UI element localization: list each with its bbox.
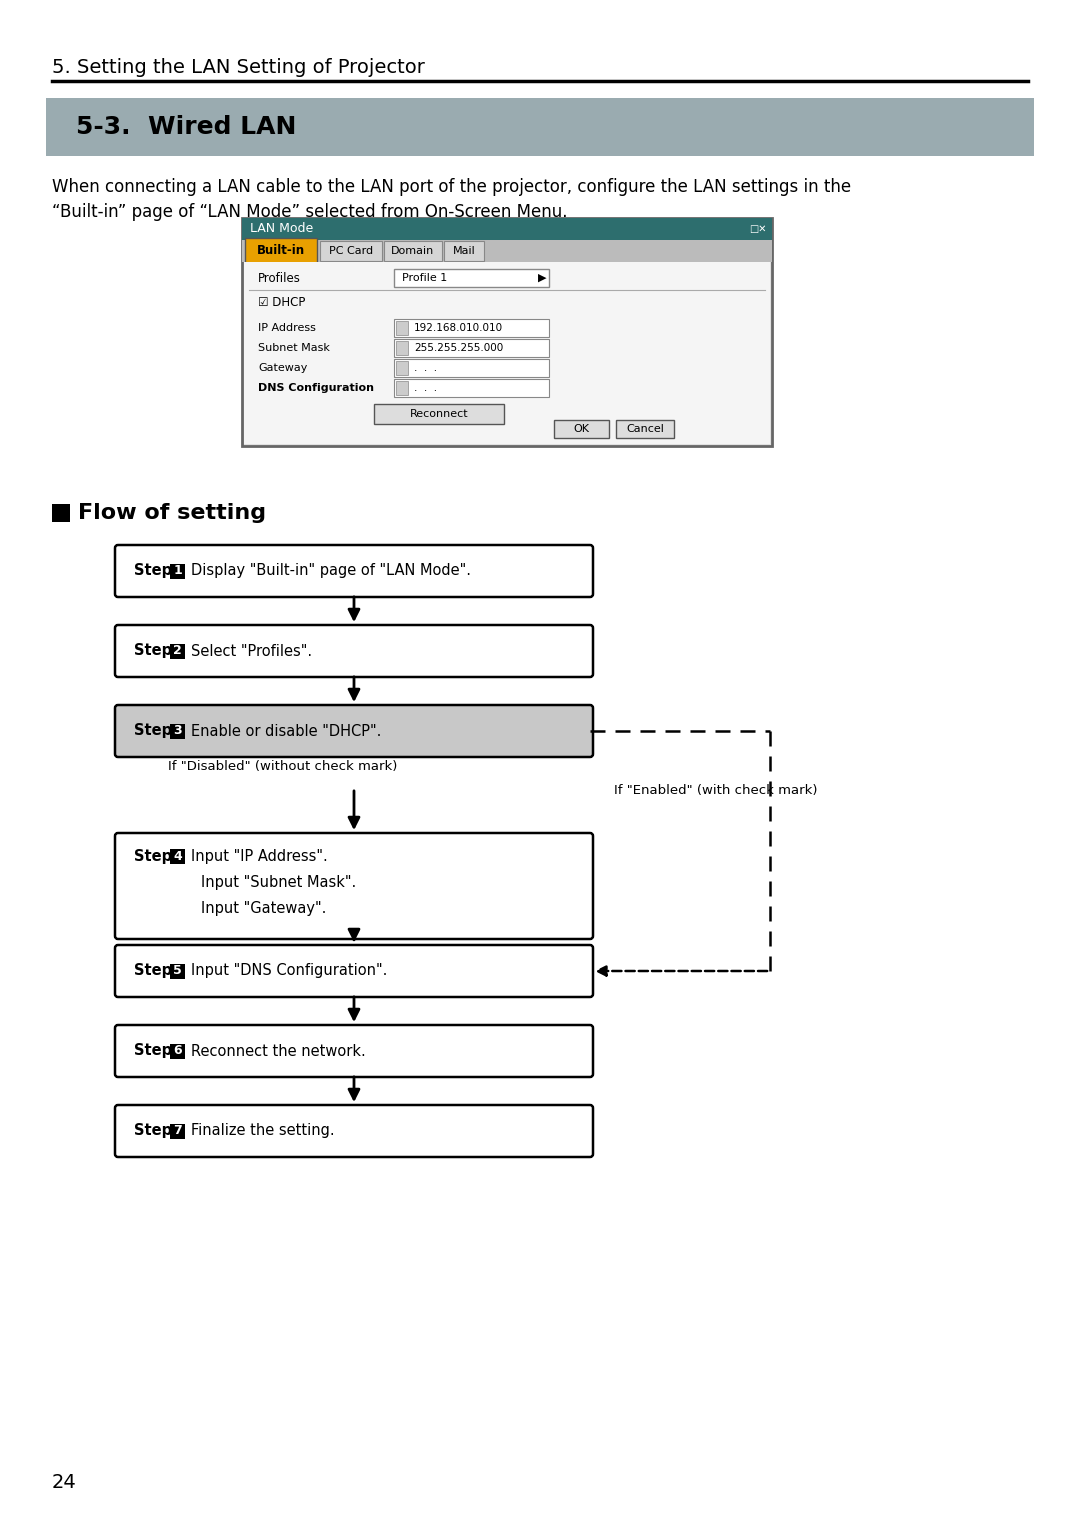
FancyBboxPatch shape: [170, 644, 185, 659]
Text: 5-3.  Wired LAN: 5-3. Wired LAN: [76, 114, 296, 139]
Text: Flow of setting: Flow of setting: [78, 504, 266, 523]
Text: Reconnect: Reconnect: [409, 409, 469, 420]
Text: 24: 24: [52, 1473, 77, 1491]
FancyBboxPatch shape: [46, 98, 1034, 156]
FancyBboxPatch shape: [242, 218, 772, 240]
Text: ☑ DHCP: ☑ DHCP: [258, 296, 306, 308]
Text: 192.168.010.010: 192.168.010.010: [414, 324, 503, 333]
Text: LAN Mode: LAN Mode: [249, 223, 313, 235]
FancyBboxPatch shape: [52, 504, 70, 522]
Text: 255.255.255.000: 255.255.255.000: [414, 343, 503, 353]
Text: 7: 7: [173, 1125, 181, 1137]
Text: Display "Built-in" page of "LAN Mode".: Display "Built-in" page of "LAN Mode".: [191, 563, 471, 578]
Text: Step: Step: [134, 848, 172, 864]
Text: Input "DNS Configuration".: Input "DNS Configuration".: [191, 963, 388, 978]
FancyBboxPatch shape: [394, 269, 549, 287]
Text: Input "Subnet Mask".: Input "Subnet Mask".: [201, 874, 356, 890]
FancyBboxPatch shape: [394, 339, 549, 357]
FancyBboxPatch shape: [170, 723, 185, 739]
FancyBboxPatch shape: [170, 963, 185, 978]
Text: 6: 6: [173, 1044, 181, 1058]
Text: When connecting a LAN cable to the LAN port of the projector, configure the LAN : When connecting a LAN cable to the LAN p…: [52, 179, 851, 195]
FancyBboxPatch shape: [170, 1044, 185, 1059]
Text: Step: Step: [134, 1123, 172, 1138]
Text: Profile 1: Profile 1: [402, 273, 447, 282]
FancyBboxPatch shape: [170, 1123, 185, 1138]
Text: Select "Profiles".: Select "Profiles".: [191, 644, 312, 659]
Text: Step: Step: [134, 563, 172, 578]
Text: “Built-in” page of “LAN Mode” selected from On-Screen Menu.: “Built-in” page of “LAN Mode” selected f…: [52, 203, 567, 221]
FancyBboxPatch shape: [114, 1025, 593, 1077]
Text: Step: Step: [134, 1044, 172, 1059]
Text: Input "IP Address".: Input "IP Address".: [191, 848, 327, 864]
FancyBboxPatch shape: [396, 340, 408, 356]
Text: Cancel: Cancel: [626, 424, 664, 433]
FancyBboxPatch shape: [394, 378, 549, 397]
Text: Built-in: Built-in: [257, 244, 305, 258]
FancyBboxPatch shape: [396, 362, 408, 375]
Text: PC Card: PC Card: [329, 246, 373, 256]
Text: 5: 5: [173, 964, 181, 978]
FancyBboxPatch shape: [396, 320, 408, 336]
Text: Mail: Mail: [453, 246, 475, 256]
Text: Step: Step: [134, 963, 172, 978]
FancyBboxPatch shape: [114, 833, 593, 938]
FancyBboxPatch shape: [114, 945, 593, 996]
Text: Gateway: Gateway: [258, 363, 308, 372]
Text: 3: 3: [173, 725, 181, 737]
FancyBboxPatch shape: [384, 241, 442, 261]
Text: IP Address: IP Address: [258, 324, 315, 333]
Text: Domain: Domain: [391, 246, 434, 256]
FancyBboxPatch shape: [114, 545, 593, 597]
Text: ▶: ▶: [538, 273, 546, 282]
Text: Profiles: Profiles: [258, 272, 301, 284]
Text: DNS Configuration: DNS Configuration: [258, 383, 374, 394]
Text: Step: Step: [134, 723, 172, 739]
FancyBboxPatch shape: [114, 626, 593, 678]
Text: OK: OK: [573, 424, 589, 433]
Text: Enable or disable "DHCP".: Enable or disable "DHCP".: [191, 723, 381, 739]
Text: Step: Step: [134, 644, 172, 659]
FancyBboxPatch shape: [242, 240, 772, 262]
Text: 4: 4: [173, 850, 181, 862]
Text: 5. Setting the LAN Setting of Projector: 5. Setting the LAN Setting of Projector: [52, 58, 424, 76]
FancyBboxPatch shape: [170, 563, 185, 578]
FancyBboxPatch shape: [444, 241, 484, 261]
Text: 2: 2: [173, 644, 181, 658]
FancyBboxPatch shape: [320, 241, 382, 261]
Text: If "Disabled" (without check mark): If "Disabled" (without check mark): [168, 760, 397, 774]
FancyBboxPatch shape: [244, 262, 770, 444]
Text: Input "Gateway".: Input "Gateway".: [201, 900, 326, 916]
Text: If "Enabled" (with check mark): If "Enabled" (with check mark): [615, 784, 818, 797]
Text: 1: 1: [173, 565, 181, 577]
FancyBboxPatch shape: [374, 404, 504, 424]
Text: Subnet Mask: Subnet Mask: [258, 343, 329, 353]
FancyBboxPatch shape: [170, 848, 185, 864]
Text: Finalize the setting.: Finalize the setting.: [191, 1123, 335, 1138]
FancyBboxPatch shape: [396, 382, 408, 395]
Text: .  .  .: . . .: [414, 363, 437, 372]
Text: Reconnect the network.: Reconnect the network.: [191, 1044, 366, 1059]
FancyBboxPatch shape: [394, 319, 549, 337]
FancyBboxPatch shape: [394, 359, 549, 377]
Text: □✕: □✕: [748, 224, 766, 233]
FancyBboxPatch shape: [242, 218, 772, 446]
FancyBboxPatch shape: [114, 705, 593, 757]
Text: .  .  .: . . .: [414, 383, 437, 394]
FancyBboxPatch shape: [616, 420, 674, 438]
FancyBboxPatch shape: [114, 1105, 593, 1157]
FancyBboxPatch shape: [554, 420, 609, 438]
FancyBboxPatch shape: [245, 238, 318, 264]
